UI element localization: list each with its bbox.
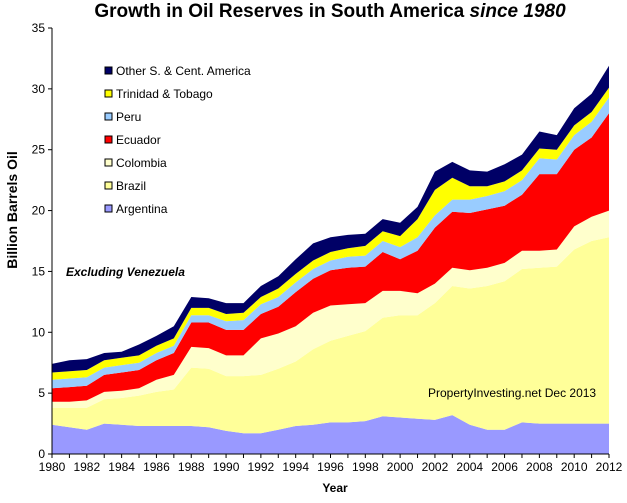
- x-tick-label: 1980: [39, 460, 66, 474]
- area-series-group: [52, 65, 609, 454]
- x-tick-label: 2004: [456, 460, 483, 474]
- legend-swatch: [104, 112, 113, 121]
- annotation-excluding-venezuela: Excluding Venezuela: [66, 265, 185, 279]
- chart-title: Growth in Oil Reserves in South America …: [94, 1, 566, 22]
- x-tick-labels: 1980 1982 1984 1986 1988 1990 1992 1994 1996 1998…: [39, 454, 623, 474]
- y-tick-label: 30: [32, 82, 46, 96]
- x-tick-label: 1992: [248, 460, 275, 474]
- y-axis-title: Billion Barrels Oil: [4, 151, 20, 268]
- x-tick-label: 1982: [73, 460, 100, 474]
- legend-swatch: [104, 181, 113, 190]
- legend-swatch: [104, 89, 113, 98]
- legend-label: Peru: [116, 110, 141, 124]
- area-ecuador: [52, 113, 609, 402]
- y-tick-label: 5: [38, 386, 45, 400]
- area-colombia: [52, 210, 609, 408]
- legend-label: Colombia: [116, 156, 167, 170]
- y-tick-label: 10: [32, 325, 46, 339]
- x-tick-label: 2012: [596, 460, 623, 474]
- y-tick-label: 25: [32, 143, 46, 157]
- x-tick-label: 2008: [526, 460, 553, 474]
- x-tick-label: 2006: [491, 460, 518, 474]
- legend-label: Other S. & Cent. America: [116, 64, 251, 78]
- legend-swatch: [104, 204, 113, 213]
- x-tick-label: 1984: [108, 460, 135, 474]
- y-tick-labels: 0 5 10 15 20 25 30 35: [32, 21, 52, 461]
- legend-label: Argentina: [116, 202, 168, 216]
- x-tick-label: 2002: [422, 460, 449, 474]
- x-tick-label: 1994: [282, 460, 309, 474]
- x-tick-label: 1998: [352, 460, 379, 474]
- annotation-source: PropertyInvesting.net Dec 2013: [428, 386, 596, 400]
- area-argentina: [52, 415, 609, 454]
- area-peru: [52, 97, 609, 389]
- x-tick-label: 2000: [387, 460, 414, 474]
- x-tick-label: 1996: [317, 460, 344, 474]
- x-tick-label: 2010: [561, 460, 588, 474]
- y-tick-label: 20: [32, 204, 46, 218]
- legend-swatch: [104, 66, 113, 75]
- x-tick-label: 1986: [143, 460, 170, 474]
- y-tick-label: 0: [38, 447, 45, 461]
- x-tick-label: 1990: [213, 460, 240, 474]
- y-tick-label: 35: [32, 21, 46, 35]
- legend-label: Trinidad & Tobago: [116, 87, 213, 101]
- x-axis-title: Year: [322, 481, 348, 495]
- legend: Other S. & Cent. America Trinidad & Tobag…: [104, 64, 251, 216]
- x-tick-label: 1988: [178, 460, 205, 474]
- area-brazil: [52, 237, 609, 434]
- y-tick-label: 15: [32, 264, 46, 278]
- legend-label: Brazil: [116, 179, 146, 193]
- legend-label: Ecuador: [116, 133, 161, 147]
- legend-swatch: [104, 135, 113, 144]
- legend-swatch: [104, 158, 113, 167]
